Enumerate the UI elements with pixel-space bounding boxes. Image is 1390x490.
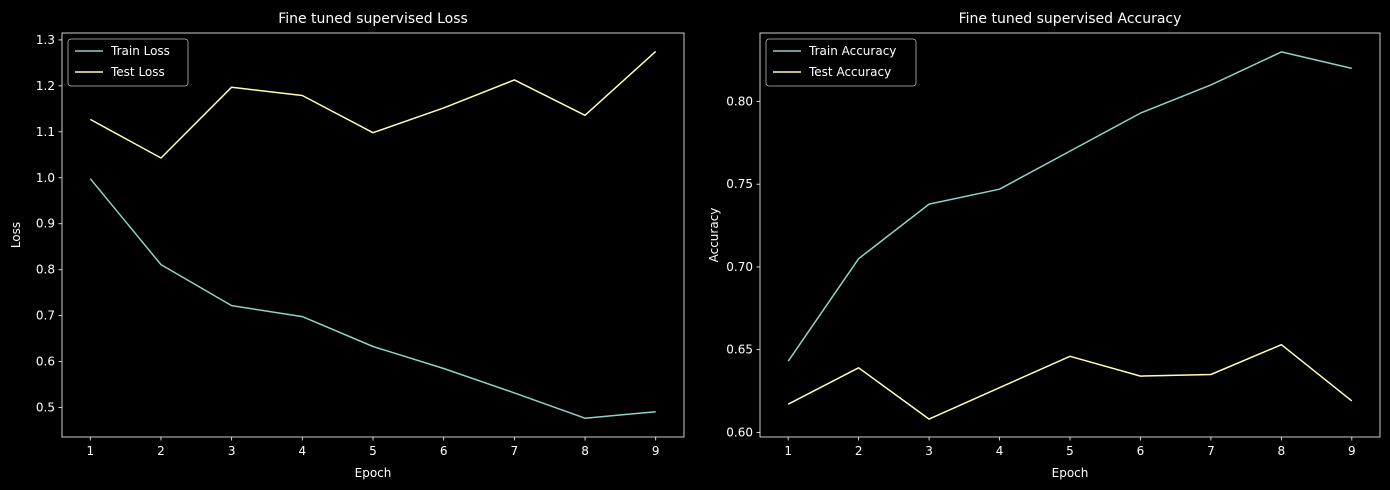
x-tick-label: 1: [86, 444, 94, 458]
legend-label-2: Test Accuracy: [808, 65, 891, 79]
y-tick-label: 0.6: [36, 355, 55, 369]
y-tick-label: 0.70: [726, 260, 753, 274]
y-tick-label: 0.7: [36, 309, 55, 323]
x-axis-label: Epoch: [1052, 466, 1089, 480]
y-tick-label: 0.60: [726, 425, 753, 439]
x-tick-label: 8: [1278, 444, 1286, 458]
legend: Train Loss Test Loss: [67, 38, 189, 87]
series-line-2: [89, 50, 657, 159]
chart-1: 1 2 3 4 5 6 7 8 9 0.5 0.6 0.7 0.8 0.9 1.0 1.1 1.2 1.3 Fine…: [9, 11, 685, 480]
x-tick-label: 6: [440, 444, 448, 458]
y-tick-label: 0.65: [726, 343, 753, 357]
y-tick-label: 0.75: [726, 177, 753, 191]
y-tick-label: 0.8: [36, 263, 55, 277]
x-tick-label: 3: [228, 444, 236, 458]
series-line-1: [89, 178, 656, 419]
y-tick-label: 1.0: [36, 171, 55, 185]
x-tick-label: 7: [1207, 444, 1215, 458]
y-axis-label: Loss: [9, 222, 23, 248]
x-tick-label: 3: [925, 444, 933, 458]
y-tick-label: 1.3: [36, 33, 55, 47]
y-tick-label: 0.80: [726, 94, 753, 108]
legend-label-1: Train Accuracy: [808, 44, 896, 58]
x-tick-label: 8: [581, 444, 589, 458]
legend-label-1: Train Loss: [110, 44, 170, 58]
x-tick-label: 1: [784, 444, 792, 458]
chart-2: 1 2 3 4 5 6 7 8 9 0.60 0.65 0.70 0.75 0.80 Fine tuned …: [707, 11, 1381, 480]
y-tick-label: 0.9: [36, 217, 55, 231]
x-axis-label: Epoch: [355, 466, 392, 480]
legend: Train Accuracy Test Accuracy: [765, 38, 917, 87]
chart-title: Fine tuned supervised Accuracy: [959, 11, 1182, 27]
x-tick-label: 5: [369, 444, 377, 458]
x-tick-label: 2: [855, 444, 863, 458]
series-line-2: [787, 343, 1353, 420]
series-line-1: [787, 51, 1352, 362]
x-tick-label: 9: [1348, 444, 1356, 458]
x-tick-label: 5: [1066, 444, 1074, 458]
y-axis-label: Accuracy: [707, 208, 721, 263]
x-tick-label: 2: [157, 444, 165, 458]
x-tick-label: 9: [652, 444, 660, 458]
x-tick-label: 4: [298, 444, 306, 458]
x-tick-label: 6: [1137, 444, 1145, 458]
y-tick-label: 1.2: [36, 79, 55, 93]
y-tick-label: 1.1: [36, 125, 55, 139]
legend-box: [765, 38, 917, 87]
legend-label-2: Test Loss: [110, 65, 165, 79]
x-tick-label: 7: [511, 444, 519, 458]
chart-title: Fine tuned supervised Loss: [278, 11, 468, 27]
y-tick-label: 0.5: [36, 401, 55, 415]
x-tick-label: 4: [996, 444, 1004, 458]
